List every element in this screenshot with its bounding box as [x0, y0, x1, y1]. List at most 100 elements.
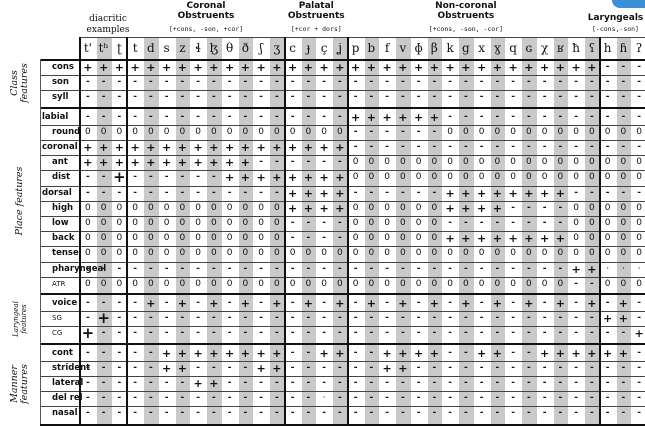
feature-value-cell: +: [335, 186, 345, 200]
feature-value-cell: -: [306, 77, 311, 88]
feature-value-cell: -: [605, 378, 610, 388]
feature-value-cell: 0: [274, 278, 280, 289]
feature-value-cell: 0: [431, 248, 438, 259]
feature-value-cell: 0: [242, 202, 249, 213]
header-group-subtitle: [+cons, -son, -cor]: [428, 25, 504, 33]
feature-value-cell: 0: [179, 202, 186, 213]
feature-value-cell: -: [448, 378, 452, 388]
feature-value-cell: +: [146, 61, 156, 74]
feature-value-cell: +: [288, 171, 298, 185]
feature-value-cell: 0: [400, 278, 406, 289]
feature-value-cell: 0: [478, 157, 485, 168]
feature-value-cell: -: [448, 347, 452, 358]
feature-value-cell: +: [114, 141, 124, 154]
feature-value-cell: -: [275, 328, 279, 339]
feature-value-cell: -: [574, 187, 578, 198]
feature-value-cell: 0: [100, 218, 107, 228]
feature-value-cell: -: [101, 172, 106, 183]
feature-value-cell: 0: [321, 248, 327, 259]
feature-value-cell: -: [369, 187, 374, 198]
feature-value-cell: -: [464, 408, 468, 419]
feature-name: coronal: [42, 142, 78, 152]
feature-value-cell: -: [495, 313, 500, 324]
feature-value-cell: 0: [289, 126, 296, 137]
feature-value-cell: 0: [352, 218, 359, 228]
feature-value-cell: -: [212, 328, 216, 339]
feature-value-cell: +: [240, 171, 250, 185]
feature-value-cell: -: [243, 263, 248, 274]
feature-value-cell: -: [180, 378, 185, 388]
segment-header: g: [462, 41, 470, 55]
feature-value-cell: -: [542, 142, 547, 152]
feature-value-cell: +: [382, 346, 392, 360]
feature-value-cell: +: [240, 156, 250, 170]
feature-value-cell: -: [574, 77, 578, 88]
feature-value-cell: 0: [463, 248, 469, 259]
header-group-title: Coronal Obstruents: [119, 1, 293, 21]
feature-value-cell: 0: [274, 218, 280, 228]
feature-value-cell: ·: [606, 263, 610, 274]
segment-header: ʔ: [635, 41, 643, 55]
feature-value-cell: 0: [179, 233, 186, 244]
feature-value-cell: 0: [589, 202, 595, 213]
feature-value-cell: +: [225, 141, 235, 154]
feature-value-cell: +: [414, 346, 424, 360]
feature-value-cell: 0: [274, 248, 280, 259]
segment-header: tʰ: [98, 41, 109, 55]
feature-value-cell: -: [432, 408, 437, 419]
feature-value-cell: -: [275, 313, 279, 324]
feature-value-cell: 0: [384, 157, 390, 168]
feature-value-cell: 0: [352, 172, 359, 183]
feature-value-cell: -: [275, 408, 279, 419]
feature-value-cell: -: [621, 62, 626, 72]
segment-header: ɸ: [414, 41, 423, 55]
feature-value-cell: -: [243, 328, 248, 339]
segment-header: c: [289, 41, 296, 55]
feature-value-cell: 0: [321, 126, 327, 137]
feature-value-cell: 0: [352, 248, 359, 259]
feature-value-cell: 0: [573, 202, 579, 213]
header-title-line: Non-coronal: [435, 1, 497, 11]
feature-value-cell: -: [275, 263, 279, 274]
row-divider: [40, 376, 645, 377]
feature-value-cell: -: [259, 157, 263, 168]
feature-value-cell: -: [385, 187, 389, 198]
feature-value-cell: -: [369, 378, 374, 388]
feature-value-cell: -: [149, 263, 153, 274]
feature-value-cell: -: [353, 328, 358, 339]
feature-value-cell: +: [414, 61, 424, 74]
corner-decoration: [612, 0, 645, 8]
feature-value-cell: 0: [557, 278, 564, 289]
feature-value-cell: +: [477, 61, 487, 74]
feature-value-cell: +: [303, 171, 313, 185]
feature-value-cell: 0: [478, 248, 485, 259]
feature-value-cell: +: [477, 201, 487, 215]
feature-value-cell: -: [590, 362, 594, 373]
feature-value-cell: -: [227, 111, 232, 122]
feature-value-cell: 0: [620, 248, 627, 259]
feature-value-cell: -: [637, 378, 641, 388]
feature-value-cell: -: [259, 187, 263, 198]
feature-value-cell: ·: [621, 263, 625, 274]
feature-value-cell: -: [637, 62, 641, 72]
feature-value-cell: -: [133, 313, 137, 324]
feature-value-cell: +: [240, 61, 250, 74]
feature-value-cell: 0: [305, 248, 312, 259]
feature-value-cell: -: [590, 393, 594, 404]
feature-value-cell: -: [196, 111, 200, 122]
feature-value-cell: -: [385, 92, 389, 103]
feature-value-cell: -: [212, 187, 216, 198]
feature-value-cell: -: [101, 92, 106, 103]
feature-value-cell: -: [621, 378, 626, 388]
feature-value-cell: 0: [274, 233, 280, 244]
feature-value-cell: 0: [478, 172, 485, 183]
feature-value-cell: -: [227, 313, 232, 324]
segment-header: b: [367, 41, 376, 55]
feature-value-cell: -: [527, 408, 531, 419]
feature-value-cell: -: [133, 328, 137, 339]
feature-value-cell: -: [574, 378, 578, 388]
feature-value-cell: -: [275, 92, 279, 103]
feature-value-cell: -: [542, 362, 547, 373]
feature-value-cell: -: [558, 202, 563, 213]
segment-header: ɦ: [619, 41, 628, 55]
